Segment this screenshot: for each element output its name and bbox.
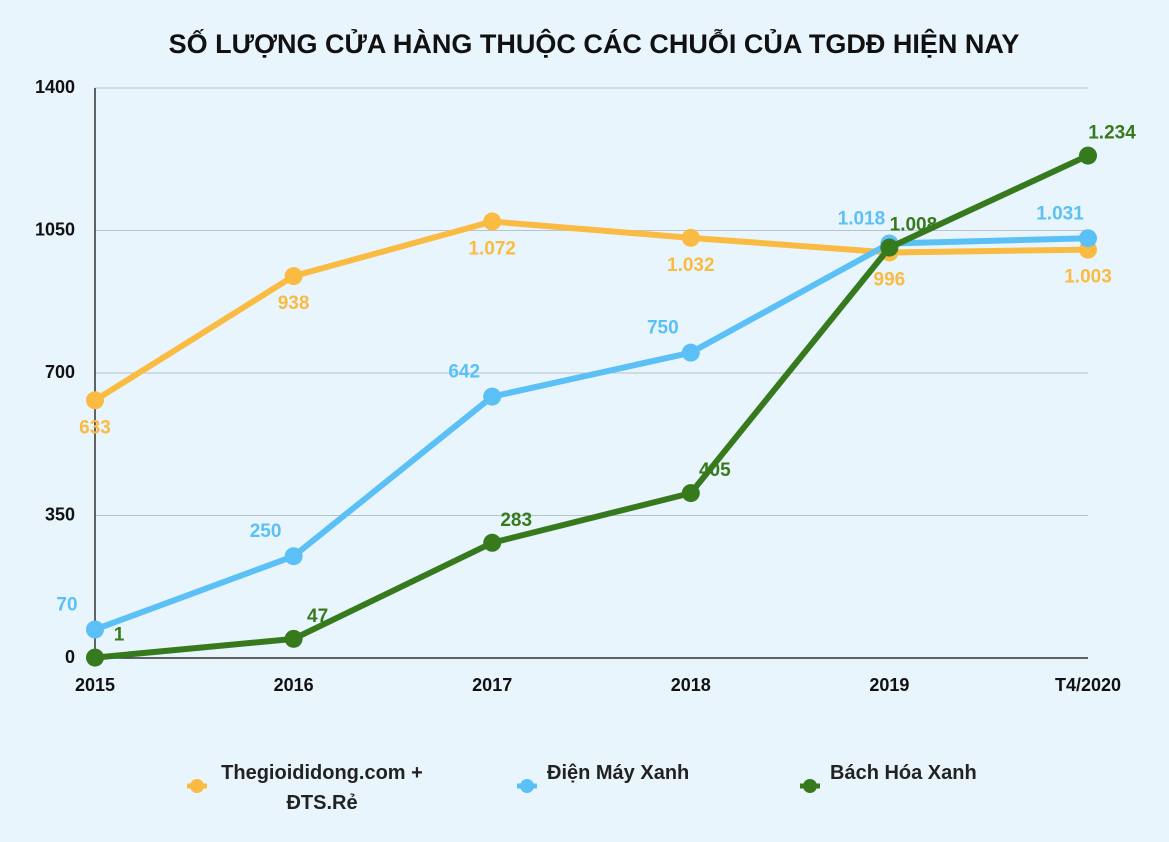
y-tick-label: 0 [65, 647, 75, 667]
x-tick-label: 2017 [472, 675, 512, 695]
series-line [94, 152, 1090, 661]
point [483, 387, 502, 406]
point [1079, 229, 1097, 248]
x-tick-label: 2018 [671, 675, 711, 695]
legend-marker [520, 779, 534, 793]
legend-label: Điện Máy Xanh [547, 762, 690, 784]
series-line [93, 218, 1089, 403]
point [483, 212, 502, 231]
x-tick-label: 2016 [274, 675, 314, 695]
series-line [93, 235, 1089, 633]
legend-marker [190, 779, 204, 793]
x-tick-label: 2015 [75, 675, 115, 695]
value-label: 1.003 [1064, 267, 1112, 288]
value-label: 642 [448, 362, 480, 383]
value-label: 633 [79, 417, 111, 438]
y-tick-label: 700 [45, 362, 75, 382]
value-label: 1.072 [468, 239, 516, 260]
point [483, 533, 502, 552]
y-tick-label: 1400 [35, 77, 75, 97]
point [284, 267, 303, 286]
point [86, 620, 104, 639]
value-label: 47 [307, 606, 328, 627]
value-label: 1.018 [838, 209, 886, 230]
point [681, 484, 700, 503]
y-tick-label: 1050 [35, 219, 75, 239]
value-label: 405 [699, 460, 731, 481]
point [284, 547, 303, 566]
point [681, 228, 700, 247]
x-tick-label: T4/2020 [1055, 675, 1121, 695]
chart-title: SỐ LƯỢNG CỬA HÀNG THUỘC CÁC CHUỖI CỦA TG… [169, 27, 1020, 59]
legend-marker [803, 779, 817, 793]
value-label: 1.234 [1088, 123, 1136, 144]
value-label: 750 [647, 318, 679, 339]
legend-label: Bách Hóa Xanh [830, 762, 977, 784]
value-label: 1.008 [890, 215, 938, 236]
point [86, 648, 104, 667]
legend-label: Thegioididong.com + ĐTS.Rẻ [221, 762, 423, 814]
value-label: 1.032 [667, 255, 715, 276]
point [681, 343, 700, 362]
point [284, 629, 303, 648]
value-label: 996 [874, 270, 906, 291]
value-label: 1.031 [1036, 203, 1084, 224]
value-label: 70 [56, 595, 77, 616]
point [86, 391, 104, 410]
value-label: 250 [250, 521, 282, 542]
y-tick-label: 350 [45, 504, 75, 524]
x-tick-label: 2019 [869, 675, 909, 695]
point [1079, 146, 1097, 165]
value-label: 1 [114, 625, 125, 646]
value-label: 938 [278, 293, 310, 314]
point [880, 238, 899, 257]
value-label: 283 [500, 510, 532, 531]
